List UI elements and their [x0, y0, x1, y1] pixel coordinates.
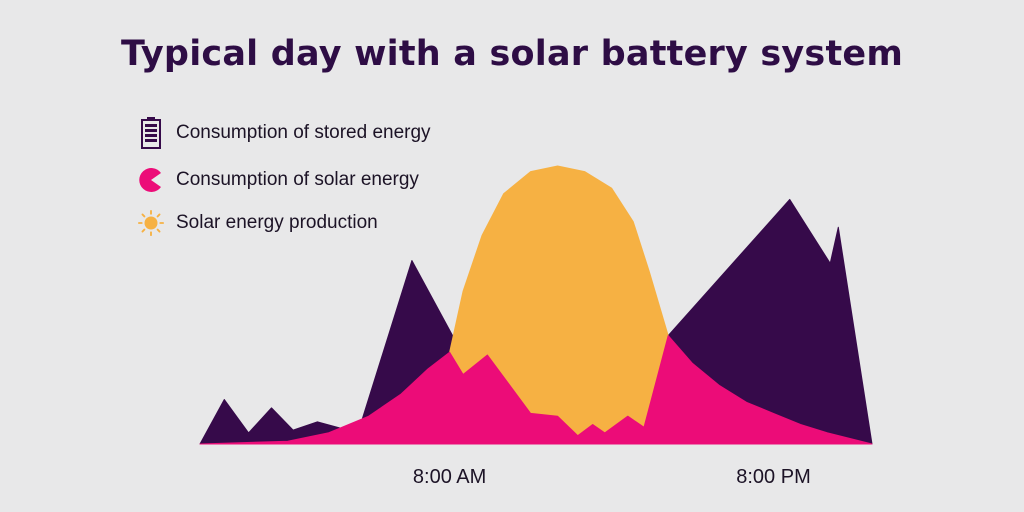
legend-label-stored: Consumption of stored energy [176, 122, 431, 143]
legend-item-solar-consumption: Consumption of solar energy [138, 165, 419, 195]
legend-item-stored: Consumption of stored energy [138, 117, 431, 149]
x-tick-label: 8:00 PM [736, 466, 810, 488]
pacman-icon [138, 165, 164, 195]
legend-label-solar-production: Solar energy production [176, 212, 378, 233]
x-tick-label: 8:00 AM [413, 466, 486, 488]
battery-icon [138, 117, 164, 149]
area-solar-consumption [199, 335, 873, 445]
sun-icon [138, 208, 164, 238]
legend-label-solar-consumption: Consumption of solar energy [176, 169, 419, 190]
chart-title: Typical day with a solar battery system [121, 34, 903, 74]
legend-item-solar-production: Solar energy production [138, 208, 378, 238]
